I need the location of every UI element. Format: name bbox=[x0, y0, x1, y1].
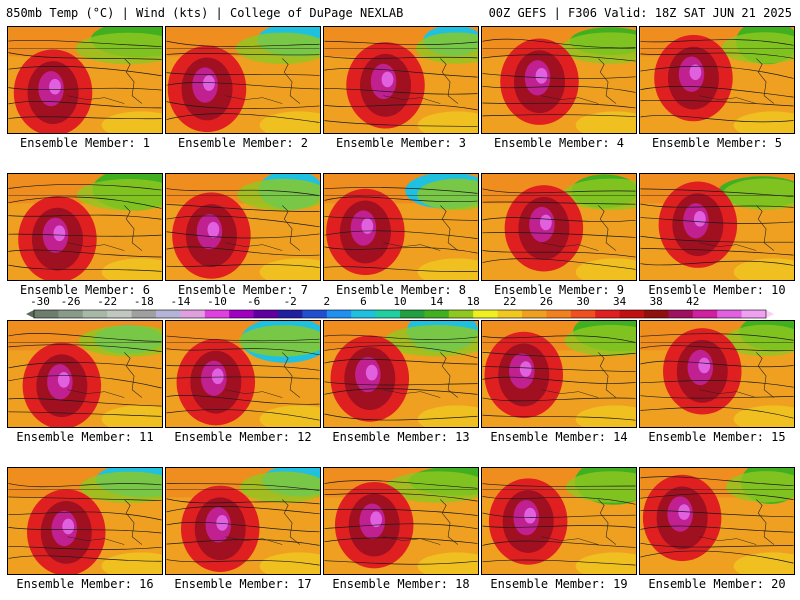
colorbar-swatch bbox=[741, 310, 767, 318]
member-caption: Ensemble Member: 18 bbox=[332, 577, 470, 591]
colorbar-swatch bbox=[619, 310, 645, 318]
member-map-9 bbox=[481, 173, 637, 281]
colorbar-right-arrow bbox=[766, 310, 774, 318]
colorbar-swatch bbox=[302, 310, 328, 318]
member-map-17 bbox=[165, 467, 321, 575]
colorbar-swatch bbox=[131, 310, 157, 318]
colorbar-swatch bbox=[473, 310, 499, 318]
member-caption: Ensemble Member: 12 bbox=[174, 430, 312, 444]
colorbar-swatch bbox=[570, 310, 596, 318]
colorbar-swatch bbox=[717, 310, 743, 318]
colorbar-swatch bbox=[326, 310, 352, 318]
member-map-2 bbox=[165, 26, 321, 134]
member-caption: Ensemble Member: 4 bbox=[493, 136, 625, 150]
colorbar-swatch bbox=[229, 310, 255, 318]
colorbar-tick-label: -30 bbox=[30, 295, 50, 308]
colorbar-swatch bbox=[82, 310, 108, 318]
colorbar-tick-label: -14 bbox=[170, 295, 191, 308]
colorbar-tick-label: -10 bbox=[207, 295, 227, 308]
colorbar-swatch bbox=[546, 310, 572, 318]
colorbar-tick-label: 38 bbox=[649, 295, 663, 308]
map-title: 850mb Temp (°C) | Wind (kts) | College o… bbox=[6, 6, 404, 20]
colorbar-tick-label: 42 bbox=[686, 295, 700, 308]
colorbar-tick-label: 30 bbox=[576, 295, 590, 308]
colorbar-tick-label: 6 bbox=[360, 295, 367, 308]
colorbar-swatch bbox=[351, 310, 377, 318]
member-map-19 bbox=[481, 467, 637, 575]
member-caption: Ensemble Member: 11 bbox=[16, 430, 154, 444]
colorbar-tick-label: 34 bbox=[612, 295, 627, 308]
member-map-20 bbox=[639, 467, 795, 575]
member-caption: Ensemble Member: 3 bbox=[335, 136, 467, 150]
colorbar-tick-label: 14 bbox=[429, 295, 444, 308]
member-map-13 bbox=[323, 320, 479, 428]
member-map-8 bbox=[323, 173, 479, 281]
colorbar-swatch bbox=[497, 310, 523, 318]
member-caption: Ensemble Member: 17 bbox=[174, 577, 312, 591]
member-caption: Ensemble Member: 13 bbox=[332, 430, 470, 444]
member-caption: Ensemble Member: 6 bbox=[19, 283, 151, 297]
colorbar-swatch bbox=[156, 310, 181, 318]
colorbar-swatch bbox=[595, 310, 621, 318]
member-map-12 bbox=[165, 320, 321, 428]
member-caption: Ensemble Member: 16 bbox=[16, 577, 154, 591]
colorbar-tick-label: 10 bbox=[393, 295, 407, 308]
member-caption: Ensemble Member: 15 bbox=[648, 430, 786, 444]
colorbar-swatch bbox=[644, 310, 669, 318]
colorbar-swatch bbox=[107, 310, 133, 318]
member-map-14 bbox=[481, 320, 637, 428]
colorbar-tick-label: 18 bbox=[466, 295, 480, 308]
member-caption: Ensemble Member: 2 bbox=[177, 136, 309, 150]
member-map-16 bbox=[7, 467, 163, 575]
member-caption: Ensemble Member: 19 bbox=[490, 577, 628, 591]
member-caption: Ensemble Member: 9 bbox=[493, 283, 625, 297]
colorbar-tick-label: 26 bbox=[539, 295, 554, 308]
member-map-15 bbox=[639, 320, 795, 428]
member-caption: Ensemble Member: 20 bbox=[648, 577, 786, 591]
member-caption: Ensemble Member: 8 bbox=[335, 283, 467, 297]
member-map-7 bbox=[165, 173, 321, 281]
member-caption: Ensemble Member: 7 bbox=[177, 283, 309, 297]
colorbar-swatch bbox=[448, 310, 474, 318]
temperature-colorbar bbox=[26, 309, 774, 319]
member-map-4 bbox=[481, 26, 637, 134]
member-caption: Ensemble Member: 10 bbox=[648, 283, 786, 297]
colorbar-swatch bbox=[400, 310, 425, 318]
colorbar-swatch bbox=[668, 310, 694, 318]
colorbar-tick-label: 22 bbox=[503, 295, 517, 308]
colorbar-tick-label: -26 bbox=[60, 295, 81, 308]
colorbar-swatch bbox=[522, 310, 547, 318]
member-map-11 bbox=[7, 320, 163, 428]
colorbar-swatch bbox=[34, 310, 59, 318]
member-caption: Ensemble Member: 1 bbox=[19, 136, 151, 150]
colorbar-swatch bbox=[253, 310, 279, 318]
model-run-info: 00Z GEFS | F306 Valid: 18Z SAT JUN 21 20… bbox=[488, 6, 792, 20]
member-map-1 bbox=[7, 26, 163, 134]
colorbar-swatch bbox=[180, 310, 206, 318]
member-caption: Ensemble Member: 14 bbox=[490, 430, 628, 444]
colorbar-tick-label: -2 bbox=[283, 295, 297, 308]
colorbar-left-arrow bbox=[26, 310, 34, 318]
colorbar-swatch bbox=[424, 310, 450, 318]
colorbar-swatch bbox=[204, 310, 230, 318]
colorbar-tick-label: -18 bbox=[133, 295, 154, 308]
member-map-18 bbox=[323, 467, 479, 575]
colorbar-swatch bbox=[375, 310, 401, 318]
colorbar-tick-label: -6 bbox=[246, 295, 261, 308]
member-map-6 bbox=[7, 173, 163, 281]
colorbar-tick-label: -22 bbox=[97, 295, 118, 308]
colorbar-swatch bbox=[278, 310, 303, 318]
member-caption: Ensemble Member: 5 bbox=[651, 136, 783, 150]
member-map-10 bbox=[639, 173, 795, 281]
colorbar-tick-label: 2 bbox=[323, 295, 331, 308]
member-map-5 bbox=[639, 26, 795, 134]
member-map-3 bbox=[323, 26, 479, 134]
colorbar-swatch bbox=[692, 310, 718, 318]
colorbar-swatch bbox=[58, 310, 84, 318]
